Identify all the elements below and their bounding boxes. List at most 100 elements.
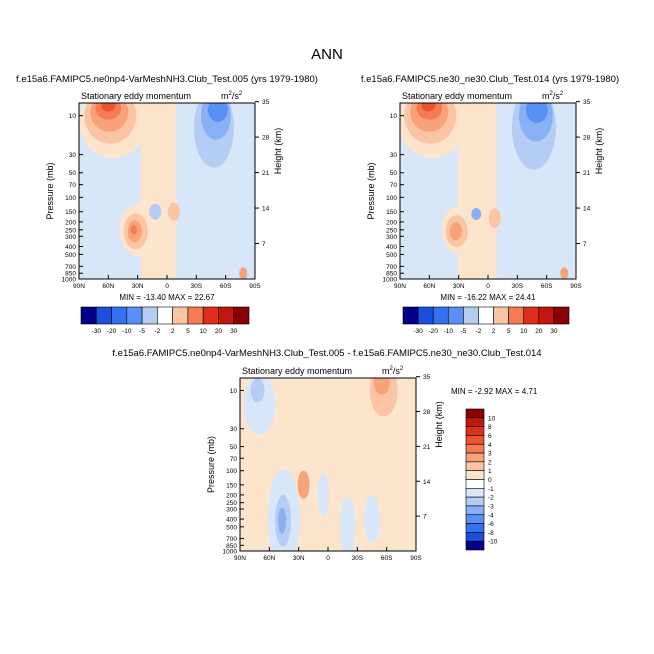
panel3-ptick-label-50: 50 xyxy=(230,444,238,451)
panel2-htick-label-28: 28 xyxy=(583,135,591,142)
panel3-colorbar-label-5: 2 xyxy=(488,459,492,466)
panel1-colorbar-label-4: -2 xyxy=(154,328,160,335)
panel3-colorbar-label-11: -4 xyxy=(488,512,494,519)
panel2-colorbar-label-0: -30 xyxy=(413,328,423,335)
panel1-colorbar-box-0 xyxy=(80,306,97,325)
panel2-xtick-label-30S: 30S xyxy=(512,283,524,290)
panel3-ptick-label-200: 200 xyxy=(226,492,237,499)
panel3-xtick-label-0: 0 xyxy=(326,555,330,562)
panel3-colorbar-box-15 xyxy=(465,540,485,551)
panel1-colorbar-label-2: -10 xyxy=(122,328,132,335)
panel3-ptick-label-30: 30 xyxy=(230,426,238,433)
panel1-xtick-label-90S: 90S xyxy=(249,283,261,290)
panel2-shade-12 xyxy=(449,222,462,241)
panel1-colorbar-label-9: 30 xyxy=(230,328,238,335)
panel2-left-label: Stationary eddy momentum xyxy=(402,91,512,101)
panel3-xtick-label-30N: 30N xyxy=(293,555,305,562)
panel1-minmax: MIN = -13.40 MAX = 22.67 xyxy=(119,293,215,302)
panel3-colorbar-box-14 xyxy=(465,532,485,542)
panel2-htick-label-21: 21 xyxy=(583,170,591,177)
panel2-shade-9 xyxy=(525,103,548,123)
panel1-colorbar-box-7 xyxy=(187,306,204,325)
panel1-title: f.e15a6.FAMIPC5.ne0np4-VarMeshNH3.Club_T… xyxy=(16,74,318,85)
panel3-colorbar-box-2 xyxy=(465,426,485,436)
panel1-xtick-label-60N: 60N xyxy=(102,283,114,290)
panel2-ptick-label-10: 10 xyxy=(390,113,398,120)
panel3-colorbar-label-2: 6 xyxy=(488,433,492,440)
panel2-colorbar-label-5: 2 xyxy=(492,328,496,335)
panel2-ylabel: Pressure (mb) xyxy=(366,162,376,219)
panel1-ptick-label-250: 250 xyxy=(65,227,76,234)
panel3-colorbar-box-1 xyxy=(465,417,485,427)
panel2-colorbar-box-9 xyxy=(538,306,555,325)
panel3-colorbar-box-6 xyxy=(465,461,485,471)
panel1-units: m2/s2 xyxy=(221,91,243,101)
panel3-colorbar-label-12: -6 xyxy=(488,521,494,528)
panel1-ptick-label-200: 200 xyxy=(65,219,76,226)
panel3-ptick-label-250: 250 xyxy=(226,500,237,507)
panel3-colorbar-label-14: -10 xyxy=(488,539,498,546)
panel2-colorbar-label-7: 10 xyxy=(520,328,528,335)
panel2-htick-label-35: 35 xyxy=(583,99,591,106)
panel3-xtick-label-60S: 60S xyxy=(381,555,393,562)
panel3-plot: Stationary eddy momentum m2/s210305070100… xyxy=(206,366,538,562)
panel1-htick-label-14: 14 xyxy=(262,206,270,213)
panel2-ptick-label-50: 50 xyxy=(390,170,398,177)
panel2-colorbar: -30 -20 -10 -5 -2 2 5 10 20 30 xyxy=(402,306,570,335)
panel3-colorbar-box-7 xyxy=(465,470,485,480)
panel3-ptick-label-500: 500 xyxy=(226,524,237,531)
panel3-colorbar-box-5 xyxy=(465,452,485,463)
panel2-colorbar-label-8: 20 xyxy=(535,328,543,335)
panel1-y2label: Height (km) xyxy=(273,128,283,175)
panel3-colorbar-label-9: -2 xyxy=(488,495,494,502)
panel1-xtick-label-90N: 90N xyxy=(73,283,85,290)
panel3-htick-label-21: 21 xyxy=(423,444,431,451)
panel3-units: m2/s2 xyxy=(382,366,404,376)
panel2-ptick-label-300: 300 xyxy=(386,234,397,241)
panel1-ptick-label-1000: 1000 xyxy=(62,277,77,284)
panel2-ptick-label-400: 400 xyxy=(386,244,397,251)
panel1-xtick-label-0: 0 xyxy=(165,283,169,290)
panel1-shade-9 xyxy=(207,103,228,122)
panel2-colorbar-box-1 xyxy=(417,306,434,325)
panel1-xtick-label-60S: 60S xyxy=(220,283,232,290)
panel2-units: m2/s2 xyxy=(542,91,564,101)
panel3-colorbar-label-13: -8 xyxy=(488,530,494,537)
panel1-ptick-label-100: 100 xyxy=(65,195,76,202)
panel1-ptick-label-150: 150 xyxy=(65,209,76,216)
panel3-shade-9 xyxy=(339,496,356,551)
panel1-colorbar-box-6 xyxy=(172,306,189,325)
panel1-ptick-label-300: 300 xyxy=(65,234,76,241)
panel3-shade-10 xyxy=(364,495,380,544)
panel2-y2label: Height (km) xyxy=(594,128,604,175)
panel3-xtick-label-90S: 90S xyxy=(410,555,422,562)
panel1-colorbar-box-2 xyxy=(111,306,128,325)
panel2-ptick-label-700: 700 xyxy=(386,264,397,271)
panel3-ptick-label-150: 150 xyxy=(226,482,237,489)
panel3-ptick-label-1000: 1000 xyxy=(223,549,238,556)
panel1-htick-label-7: 7 xyxy=(262,241,266,248)
panel3-colorbar-label-0: 10 xyxy=(488,415,496,422)
panel3-colorbar-box-3 xyxy=(465,435,485,445)
panel1-shade-15 xyxy=(149,203,162,220)
panel2-field xyxy=(400,103,576,279)
panel1-colorbar-box-1 xyxy=(95,306,112,325)
panel2-colorbar-box-2 xyxy=(432,306,449,325)
panel1-shade-6 xyxy=(101,103,116,112)
panel2-xtick-label-90N: 90N xyxy=(394,283,406,290)
panel1-ptick-label-10: 10 xyxy=(69,113,77,120)
panel2-htick-label-7: 7 xyxy=(583,241,587,248)
panel3-ylabel: Pressure (mb) xyxy=(206,436,216,493)
panel3-minmax: MIN = -2.92 MAX = 4.71 xyxy=(451,387,538,396)
panel3-ptick-label-850: 850 xyxy=(226,543,237,550)
panel1-ptick-label-50: 50 xyxy=(69,170,77,177)
panel2-shade-14 xyxy=(471,207,482,220)
panel1-shade-13 xyxy=(130,224,137,235)
panel2-ptick-label-70: 70 xyxy=(390,182,398,189)
panel1-plot: Stationary eddy momentum m2/s210305070100… xyxy=(45,91,283,335)
panel2-xtick-label-60S: 60S xyxy=(541,283,553,290)
panel1-xtick-label-30N: 30N xyxy=(132,283,144,290)
panel1-field xyxy=(79,103,255,279)
panel3-shade-2 xyxy=(250,378,265,403)
